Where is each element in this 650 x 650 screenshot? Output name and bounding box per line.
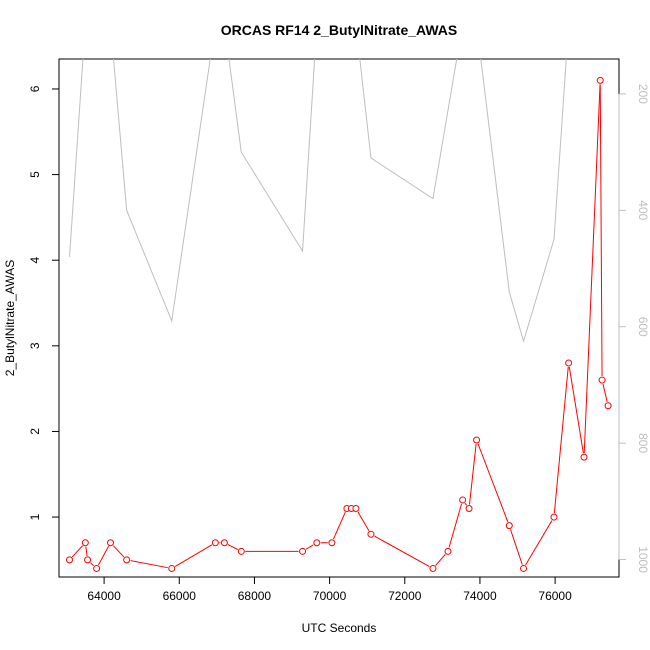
primary-series-point [596, 76, 604, 84]
x-tick-label: 76000 [538, 589, 572, 603]
primary-series-segment [90, 562, 95, 567]
primary-series-segment [374, 535, 430, 567]
primary-series-point [66, 556, 74, 564]
primary-series-point [550, 513, 558, 521]
primary-series-segment [227, 544, 238, 550]
primary-series-point [473, 436, 481, 444]
x-tick-label: 70000 [313, 589, 347, 603]
x-tick-label: 66000 [163, 589, 197, 603]
y-tick-label: 5 [28, 171, 42, 178]
y2-tick-label: 200 [636, 84, 650, 104]
y-tick-label: 2 [28, 428, 42, 435]
x-tick-label: 68000 [238, 589, 272, 603]
primary-series-segment [98, 546, 110, 566]
y2-tick-label: 600 [636, 317, 650, 337]
primary-series-point [505, 522, 513, 530]
primary-series [66, 76, 612, 572]
primary-series-segment [464, 502, 468, 506]
primary-series-segment [599, 84, 603, 377]
primary-series-segment [553, 366, 569, 514]
x-tick-label: 74000 [463, 589, 497, 603]
primary-series-point [93, 564, 101, 572]
primary-series-point [459, 496, 467, 504]
plot-frame [58, 58, 620, 578]
primary-series-segment [357, 511, 370, 531]
primary-series-point [220, 539, 228, 547]
primary-series-segment [130, 560, 168, 569]
y2-tick-label: 400 [636, 200, 650, 220]
primary-series-segment [333, 511, 346, 540]
y-axis-title: 2_ButylNitrate_AWAS [3, 260, 17, 377]
y2-tick-label: 800 [636, 433, 650, 453]
primary-series-point [444, 547, 452, 555]
primary-series-segment [85, 546, 88, 556]
x-tick-label: 72000 [388, 589, 422, 603]
primary-series-point [580, 453, 588, 461]
primary-series-segment [468, 443, 477, 505]
y-tick-label: 6 [28, 85, 42, 92]
y-axis: 1 2 3 4 5 6 [28, 85, 60, 520]
primary-series-point [465, 505, 473, 513]
primary-series-segment [583, 84, 601, 454]
primary-series-point [604, 402, 612, 410]
primary-series-point [84, 556, 92, 564]
primary-series-segment [435, 553, 446, 566]
primary-series-segment [602, 383, 608, 402]
primary-series-point [313, 539, 321, 547]
primary-series-segment [305, 544, 314, 550]
primary-series-point [211, 539, 219, 547]
primary-series-point [367, 530, 375, 538]
primary-series-point [106, 539, 114, 547]
primary-series-point [123, 556, 131, 564]
primary-series-segment [510, 529, 523, 565]
primary-series-segment [174, 544, 213, 567]
primary-series-point [598, 376, 606, 384]
primary-series-segment [112, 545, 125, 558]
primary-series-segment [71, 545, 83, 558]
y-tick-label: 3 [28, 342, 42, 349]
primary-series-point [429, 564, 437, 572]
secondary-series [69, 59, 567, 344]
chart-title: ORCAS RF14 2_ButylNitrate_AWAS [221, 22, 458, 38]
primary-series-segment [568, 366, 584, 454]
primary-series-point [520, 564, 528, 572]
primary-series-segment [525, 520, 553, 566]
y2-axis: 200 400 600 800 1000 [618, 84, 650, 573]
primary-series-segment [448, 503, 463, 548]
x-tick-label: 64000 [87, 589, 121, 603]
primary-series-point [352, 505, 360, 513]
primary-series-point [237, 547, 245, 555]
y-tick-label: 1 [28, 513, 42, 520]
x-axis-title: UTC Seconds [302, 621, 377, 635]
primary-series-point [81, 539, 89, 547]
primary-series-point [328, 539, 336, 547]
secondary-series-line [69, 59, 567, 344]
y2-tick-label: 1000 [636, 546, 650, 573]
primary-series-point [168, 564, 176, 572]
primary-series-point [299, 547, 307, 555]
y-tick-label: 4 [28, 257, 42, 264]
x-axis: 64000 66000 68000 70000 72000 74000 76000 [87, 576, 572, 603]
primary-series-point [565, 359, 573, 367]
primary-series-segment [477, 443, 509, 523]
